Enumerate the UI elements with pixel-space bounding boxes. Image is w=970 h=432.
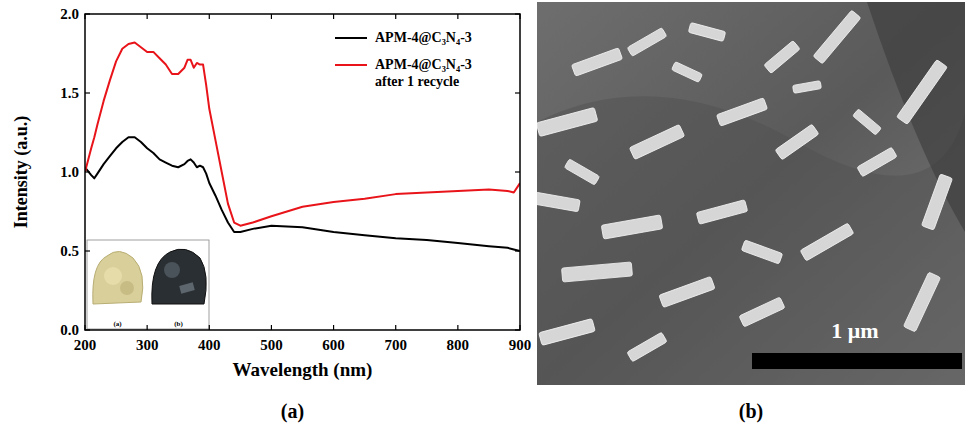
sem-rod xyxy=(627,332,667,362)
x-tick-top xyxy=(209,14,210,19)
sem-rod xyxy=(897,60,948,125)
sem-rod xyxy=(562,262,633,282)
sem-surface xyxy=(537,96,965,385)
sem-rod xyxy=(716,98,767,126)
x-tick-label: 500 xyxy=(260,337,283,353)
x-tick-label: 800 xyxy=(447,337,470,353)
x-tick xyxy=(84,325,85,330)
legend-line: after 1 recycle xyxy=(375,74,459,89)
y-tick xyxy=(85,250,90,251)
sem-rod xyxy=(741,240,782,264)
y-tick-label: 1.5 xyxy=(60,85,79,101)
y-tick-right xyxy=(515,250,520,251)
series-line xyxy=(85,42,520,225)
figure: (a) (b) 200 300 400 500 600 700 800 900 0.0 0.5 1.0 1… xyxy=(0,0,970,432)
powder-yellow xyxy=(93,251,143,304)
sem-rod xyxy=(775,124,819,160)
sem-rod xyxy=(601,215,663,239)
y-tick xyxy=(85,329,90,330)
powder-flake xyxy=(179,282,195,293)
y-tick-right xyxy=(515,171,520,172)
sem-rod xyxy=(688,23,725,42)
sem-rod xyxy=(672,62,703,83)
legend-label: APM-4@C₃N₄-3 after 1 recycle xyxy=(375,57,472,89)
legend-line: APM-4@C₃N₄-3 xyxy=(375,57,472,72)
panel-label: (a) xyxy=(281,400,304,423)
sem-rod xyxy=(793,81,822,94)
x-tick-label: 400 xyxy=(198,337,221,353)
powder-highlight xyxy=(104,267,122,285)
y-axis-title: Intensity (a.u.) xyxy=(11,116,32,229)
panel-label: (b) xyxy=(739,400,763,423)
legend-swatch xyxy=(335,64,367,66)
y-tick-label: 2.0 xyxy=(60,6,79,22)
y-tick xyxy=(85,92,90,93)
series-line xyxy=(85,137,520,251)
sem-rod xyxy=(857,147,897,177)
y-tick-right xyxy=(515,329,520,330)
series-group xyxy=(85,42,520,251)
x-tick-top xyxy=(147,14,148,19)
sem-rod xyxy=(627,28,667,57)
y-tick-label: 0.0 xyxy=(60,322,79,338)
sem-image xyxy=(537,2,965,385)
x-tick-top xyxy=(519,14,520,19)
x-tick-label: 600 xyxy=(322,337,345,353)
sem-rod xyxy=(537,192,580,212)
sem-rod xyxy=(564,159,599,185)
x-tick xyxy=(519,325,520,330)
x-tick-label: 200 xyxy=(74,337,97,353)
plot-frame xyxy=(85,14,520,330)
x-tick xyxy=(457,325,458,330)
powder-highlight xyxy=(164,262,180,278)
y-tick-right xyxy=(515,13,520,14)
sem-rod xyxy=(696,200,747,225)
y-tick-right xyxy=(515,92,520,93)
x-tick xyxy=(333,325,334,330)
inset-label: (b) xyxy=(174,320,183,328)
x-tick-top xyxy=(271,14,272,19)
sem-rod xyxy=(539,319,595,346)
scale-bar-label: 1 μm xyxy=(831,318,878,343)
x-tick-label: 700 xyxy=(384,337,407,353)
sem-rod xyxy=(739,297,785,327)
x-tick-label: 300 xyxy=(136,337,159,353)
y-tick-label: 1.0 xyxy=(60,164,79,180)
x-tick-label: 900 xyxy=(509,337,532,353)
sem-rod xyxy=(853,109,882,135)
sem-background xyxy=(537,2,965,385)
sem-rod xyxy=(813,10,861,64)
inset-frame xyxy=(87,240,209,329)
sem-rod xyxy=(764,41,800,74)
powder-dark xyxy=(152,249,206,304)
sem-rod xyxy=(903,272,940,332)
legend-label: APM-4@C₃N₄-3 xyxy=(375,30,472,45)
legend: APM-4@C₃N₄-3 APM-4@C₃N₄-3 after 1 recycle xyxy=(335,30,472,89)
x-tick xyxy=(395,325,396,330)
inset: (a) (b) xyxy=(87,240,209,329)
legend-swatch xyxy=(335,37,367,39)
sem-rod xyxy=(659,276,715,307)
sem-rod xyxy=(921,174,952,230)
y-tick-label: 0.5 xyxy=(60,243,79,259)
powder-shade xyxy=(120,281,134,295)
sem-rod xyxy=(537,107,598,136)
x-tick xyxy=(209,325,210,330)
x-axis-title: Wavelength (nm) xyxy=(233,359,373,381)
sem-rod xyxy=(800,223,854,261)
sem-rod xyxy=(629,124,684,159)
scale-bar xyxy=(752,353,962,369)
y-tick xyxy=(85,171,90,172)
sem-shadow xyxy=(867,2,965,232)
x-tick xyxy=(147,325,148,330)
x-tick-top xyxy=(333,14,334,19)
x-tick-top xyxy=(457,14,458,19)
inset-label: (a) xyxy=(113,320,122,328)
x-tick-top xyxy=(395,14,396,19)
x-tick-top xyxy=(84,14,85,19)
legend-line: APM-4@C₃N₄-3 xyxy=(375,30,472,45)
y-tick xyxy=(85,13,90,14)
sem-rod xyxy=(571,48,622,76)
x-tick xyxy=(271,325,272,330)
